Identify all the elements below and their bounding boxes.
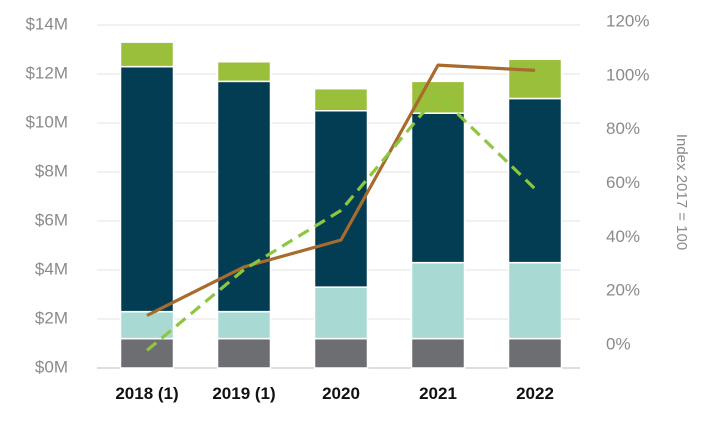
- bar-segment-2: [507, 261, 563, 340]
- right-tick-label: 120%: [606, 11, 649, 30]
- bar-segment-1: [410, 337, 466, 369]
- left-tick-label: $10M: [25, 112, 68, 131]
- right-axis-title: Index 2017 = 100: [673, 134, 690, 250]
- right-tick-label: 40%: [606, 227, 640, 246]
- bar-segment-3: [507, 97, 563, 264]
- left-tick-label: $12M: [25, 63, 68, 82]
- index-lines: [145, 63, 537, 352]
- left-tick-label: $2M: [35, 308, 68, 327]
- category-labels: 2018 (1) 2019 (1) 2020 2021 2022: [115, 384, 554, 403]
- category-label: 2019 (1): [212, 384, 275, 403]
- bar-segment-4: [313, 87, 369, 112]
- left-tick-label: $8M: [35, 161, 68, 180]
- bar-segment-1: [216, 337, 272, 369]
- left-tick-label: $6M: [35, 210, 68, 229]
- bars: [119, 41, 563, 369]
- left-tick-label: $0M: [35, 357, 68, 376]
- left-tick-label: $14M: [25, 14, 68, 33]
- solid-index-line: [146, 63, 536, 317]
- category-label: 2021: [419, 384, 457, 403]
- category-label: 2022: [516, 384, 554, 403]
- dashed-index-line: [145, 93, 537, 352]
- bar-segment-4: [119, 41, 175, 68]
- category-label: 2018 (1): [115, 384, 178, 403]
- bar-segment-2: [410, 261, 466, 340]
- bar-segment-4: [507, 58, 563, 100]
- category-label: 2020: [322, 384, 360, 403]
- bar-segment-3: [410, 112, 466, 264]
- left-tick-label: $4M: [35, 259, 68, 278]
- bar-segment-3: [313, 110, 369, 288]
- bar-segment-1: [119, 337, 175, 369]
- bar-segment-1: [313, 337, 369, 369]
- left-axis-ticks: $0M $2M $4M $6M $8M $10M $12M $14M: [25, 14, 68, 376]
- bar-segment-1: [507, 337, 563, 369]
- right-tick-label: 0%: [606, 334, 631, 353]
- right-tick-label: 100%: [606, 65, 649, 84]
- bar-segment-2: [313, 286, 369, 340]
- bar-segment-4: [216, 61, 272, 83]
- right-tick-label: 60%: [606, 173, 640, 192]
- bar-segment-3: [119, 65, 175, 313]
- bar-segment-2: [216, 310, 272, 340]
- right-axis-ticks: 0% 20% 40% 60% 80% 100% 120%: [606, 11, 649, 353]
- right-tick-label: 80%: [606, 119, 640, 138]
- right-tick-label: 20%: [606, 281, 640, 300]
